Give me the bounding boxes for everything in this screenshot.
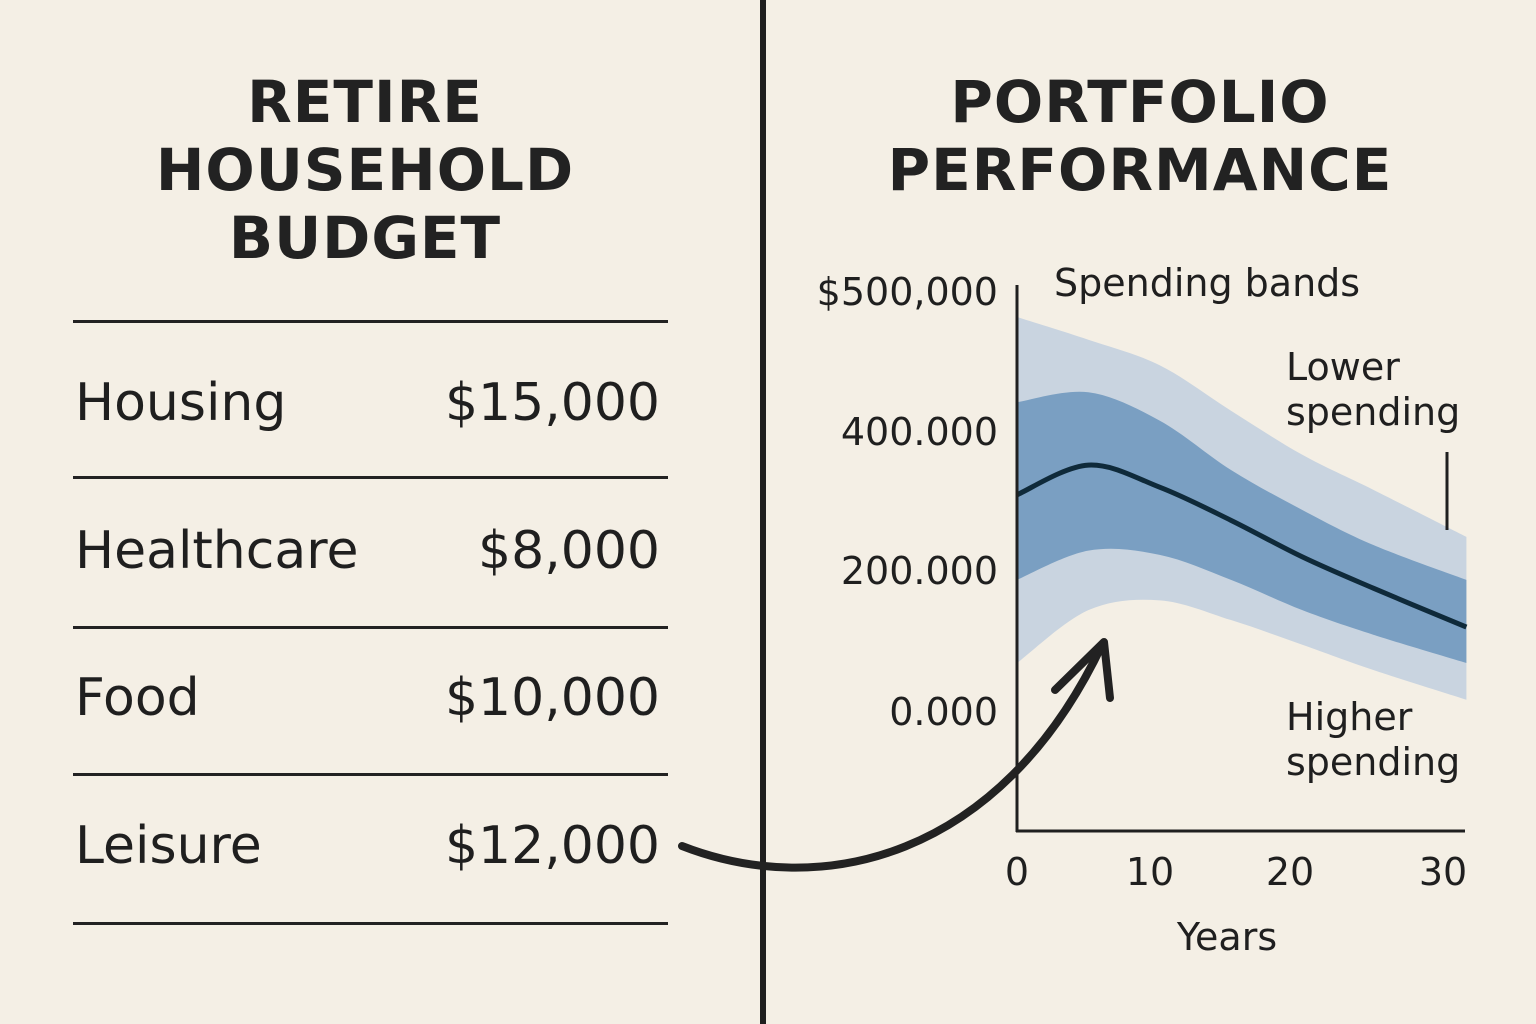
budget-title: RETIRE HOUSEHOLD BUDGET bbox=[60, 68, 670, 272]
budget-item-label: Leisure bbox=[75, 816, 262, 876]
budget-row-food: Food $10,000 bbox=[75, 663, 660, 733]
median-line bbox=[1015, 462, 1468, 630]
x-axis-label: Years bbox=[1176, 915, 1277, 959]
budget-item-amount: $15,000 bbox=[444, 373, 660, 433]
x-tick-label: 10 bbox=[1126, 850, 1174, 894]
annotation-lower-spending: Lower spending bbox=[1286, 345, 1460, 434]
budget-item-amount: $10,000 bbox=[444, 668, 660, 728]
portfolio-title-line: PERFORMANCE bbox=[887, 136, 1393, 204]
chart-title: Spending bands bbox=[1054, 261, 1360, 305]
x-tick-label: 30 bbox=[1419, 850, 1467, 894]
annotation-text: spending bbox=[1286, 390, 1460, 434]
center-divider bbox=[760, 0, 766, 1024]
table-divider bbox=[73, 773, 668, 776]
table-divider bbox=[73, 922, 668, 925]
budget-row-housing: Housing $15,000 bbox=[75, 368, 660, 438]
x-tick-label: 0 bbox=[1005, 850, 1029, 894]
annotation-text: Lower bbox=[1286, 345, 1400, 389]
y-tick-label: $500,000 bbox=[817, 270, 998, 314]
annotation-text: Higher bbox=[1286, 695, 1413, 739]
portfolio-title: PORTFOLIO PERFORMANCE bbox=[830, 68, 1450, 204]
annotation-text: spending bbox=[1286, 740, 1460, 784]
table-divider bbox=[73, 626, 668, 629]
table-divider bbox=[73, 476, 668, 479]
table-divider bbox=[73, 320, 668, 323]
y-tick-label: 400.000 bbox=[841, 410, 998, 454]
y-tick-label: 0.000 bbox=[889, 690, 998, 734]
budget-item-amount: $12,000 bbox=[444, 816, 660, 876]
x-tick-label: 20 bbox=[1266, 850, 1314, 894]
budget-item-label: Healthcare bbox=[75, 521, 359, 581]
budget-row-leisure: Leisure $12,000 bbox=[75, 811, 660, 881]
budget-title-line: BUDGET bbox=[228, 204, 502, 272]
budget-title-line: RETIRE bbox=[247, 68, 483, 136]
portfolio-title-line: PORTFOLIO bbox=[950, 68, 1330, 136]
budget-item-amount: $8,000 bbox=[478, 521, 660, 581]
annotation-higher-spending: Higher spending bbox=[1286, 695, 1460, 784]
y-tick-label: 200.000 bbox=[841, 549, 998, 593]
budget-item-label: Housing bbox=[75, 373, 287, 433]
budget-title-line: HOUSEHOLD bbox=[155, 136, 575, 204]
budget-item-label: Food bbox=[75, 668, 200, 728]
connector-arrow bbox=[678, 641, 1106, 872]
arrow-head-icon bbox=[1051, 638, 1114, 702]
budget-row-healthcare: Healthcare $8,000 bbox=[75, 516, 660, 586]
